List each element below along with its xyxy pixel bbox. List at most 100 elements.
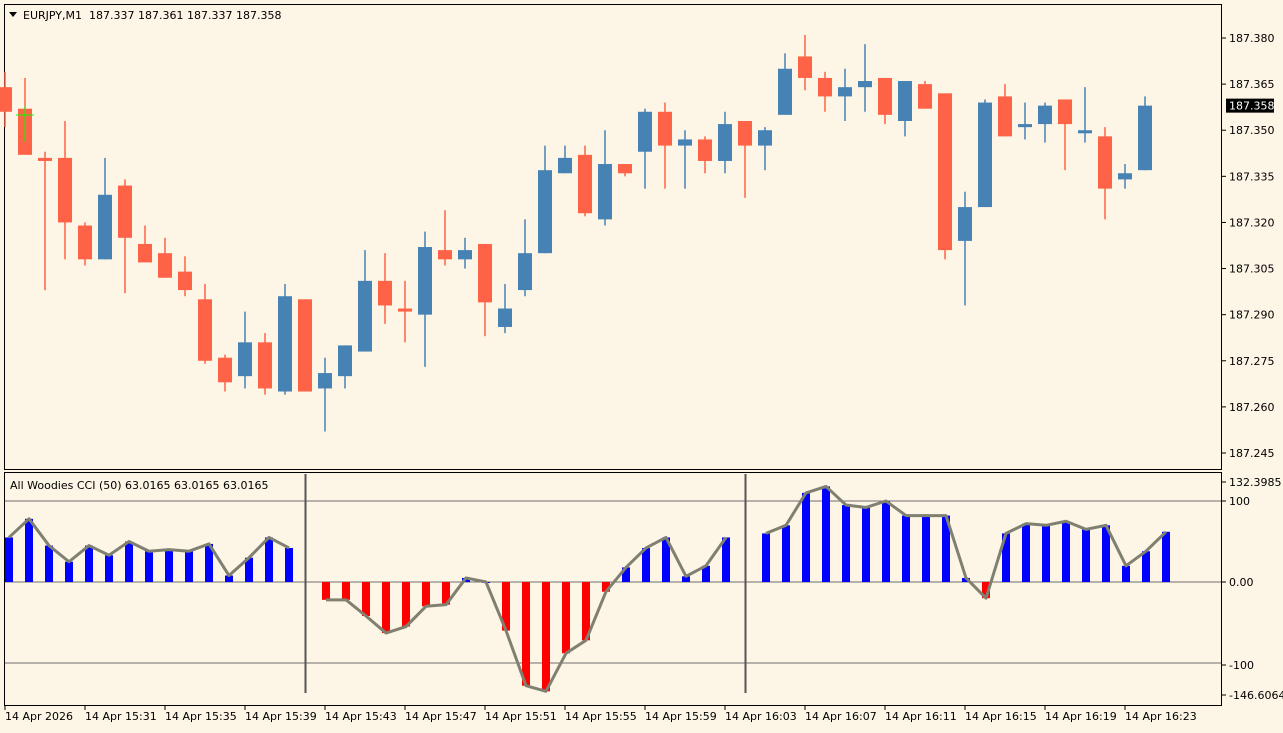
cci-bar [542,582,550,692]
candle-body [778,68,792,115]
cci-line-segment [326,535,728,693]
cci-tick-label: 132.3985 [1229,476,1282,489]
cci-histogram [5,486,1170,692]
candle [0,71,12,128]
cci-bar [5,537,13,582]
candle [438,210,452,266]
candle [58,121,72,260]
candle-body [1018,124,1032,128]
current-price: 187.358 [1229,100,1275,113]
price-tick-label: 187.350 [1229,124,1275,137]
candle-body [658,111,672,146]
candle [1138,96,1152,171]
cci-tick-label: 0.00 [1229,576,1254,589]
candle-body [538,170,552,254]
cci-bar [265,537,273,582]
time-tick-label: 14 Apr 15:59 [645,710,717,723]
candle [638,108,652,189]
candle-body [678,139,692,146]
cci-bar [25,518,33,582]
candle-body [318,373,332,389]
cci-bar [402,582,410,627]
price-tick-label: 187.305 [1229,263,1275,276]
cci-bar [1062,521,1070,582]
crosshair-cursor [16,106,34,142]
candle [98,157,112,260]
candle [238,311,252,389]
symbol-label: EURJPY,M1 [23,9,82,22]
cci-bar [722,537,730,582]
cci-line-segment [7,517,290,578]
candle [198,283,212,364]
cci-bar [922,515,930,582]
candle [318,357,332,432]
cci-bar [602,582,610,592]
candle-body [598,164,612,220]
cci-bar [942,515,950,582]
candle-body [558,157,572,174]
cci-bar [105,555,113,582]
candle-body [858,81,872,88]
candle-body [998,96,1012,137]
cci-bar [522,582,530,686]
candle [1058,99,1072,171]
cci-bar [702,565,710,582]
candle [998,84,1012,137]
candle [258,333,272,395]
cci-line [7,484,1168,693]
price-tick-label: 187.380 [1229,32,1275,45]
cci-bar [1042,525,1050,582]
main-header[interactable]: EURJPY,M1 187.337 187.361 187.337 187.35… [9,9,281,22]
candle-body [958,207,972,241]
candle-body [878,77,892,115]
price-tick-label: 187.320 [1229,216,1275,229]
dropdown-arrow-icon[interactable] [9,12,17,17]
candle [398,280,412,343]
time-tick-label: 14 Apr 15:51 [485,710,557,723]
candle [538,145,552,254]
candle-body [498,308,512,327]
candle-body [298,299,312,392]
cci-bar [562,582,570,654]
candle [558,145,572,174]
candle [918,81,932,109]
candle-body [38,157,52,161]
cci-bar [1002,533,1010,582]
candle [418,231,432,367]
candle-body [138,243,152,263]
candle [218,354,232,392]
candle-body [398,308,412,312]
time-tick-label: 14 Apr 15:47 [405,710,477,723]
candle-body [718,124,732,161]
time-tick-label: 14 Apr 2026 [5,710,73,723]
cci-bar [382,582,390,634]
candle [298,299,312,392]
price-tick-label: 187.260 [1229,401,1275,414]
cci-bar [782,525,790,582]
candle [1118,164,1132,189]
candle-body [418,247,432,315]
candle-body [618,164,632,174]
candle [498,283,512,334]
ohlc-readout: 187.337 187.361 187.337 187.358 [89,9,281,22]
candle-body [438,250,452,260]
candle [838,68,852,121]
candle [618,164,632,177]
candle-body [178,271,192,291]
candle [78,222,92,266]
candle-body [798,56,812,78]
candle [758,127,772,171]
time-tick-label: 14 Apr 16:15 [965,710,1037,723]
cci-bar [802,492,810,582]
candle [1038,102,1052,143]
candle [798,34,812,91]
time-tick-label: 14 Apr 16:03 [725,710,797,723]
cci-bar [125,541,133,582]
candle [718,111,732,174]
cci-bar [682,576,690,582]
candle [178,256,192,297]
cci-bar [1142,551,1150,582]
candle-body [818,77,832,97]
